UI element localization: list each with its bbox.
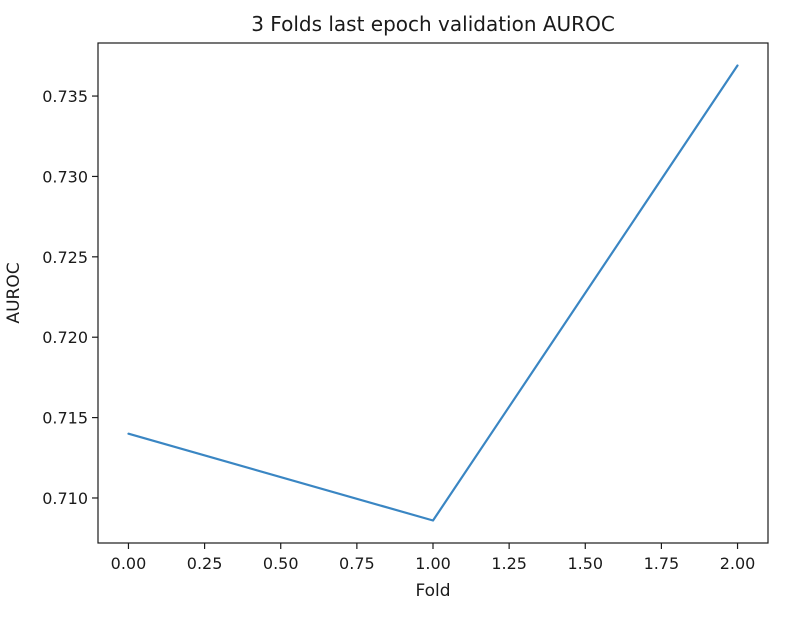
y-tick-label: 0.720 [42,328,88,347]
y-axis-ticks: 0.710 0.715 0.720 0.725 0.730 0.735 [42,87,98,508]
x-tick-label: 0.25 [187,554,223,573]
x-tick-label: 0.00 [111,554,147,573]
x-axis-label: Fold [415,581,450,601]
y-axis-label: AUROC [4,262,24,323]
x-axis-ticks: 0.00 0.25 0.50 0.75 1.00 1.25 1.50 1.75 2.00 [111,543,756,573]
series-line-0 [127,64,739,522]
y-tick-label: 0.725 [42,248,88,267]
x-tick-label: 1.75 [644,554,680,573]
x-tick-label: 1.00 [415,554,451,573]
series-layer [127,64,739,522]
x-tick-label: 0.75 [339,554,375,573]
y-tick-label: 0.715 [42,409,88,428]
x-tick-label: 1.25 [491,554,527,573]
x-tick-label: 1.50 [567,554,603,573]
y-tick-label: 0.735 [42,87,88,106]
x-tick-label: 2.00 [720,554,756,573]
y-tick-label: 0.710 [42,489,88,508]
chart-title: 3 Folds last epoch validation AUROC [251,12,615,36]
plot-area-frame [97,42,769,544]
x-tick-label: 0.50 [263,554,299,573]
y-tick-label: 0.730 [42,167,88,186]
